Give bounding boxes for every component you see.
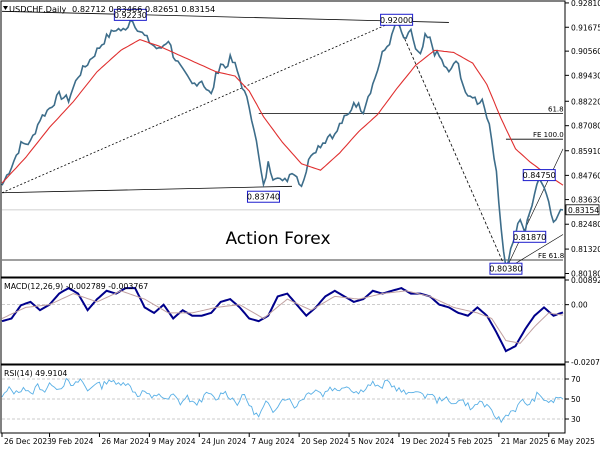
level-label-text: 0.83740 <box>247 193 280 202</box>
x-tick-label: 9 May 2024 <box>151 437 195 446</box>
fib-label: FE 61.8 <box>538 252 564 260</box>
x-tick-label: 20 Sep 2024 <box>301 437 349 446</box>
x-tick-label: 26 Mar 2024 <box>101 437 149 446</box>
rsi-layer <box>1 377 564 424</box>
level-label-box <box>513 230 547 243</box>
price-layer <box>1 10 564 270</box>
level-label: 0.81870 <box>513 230 547 243</box>
x-tick-label: 7 Aug 2024 <box>251 437 294 446</box>
price-y-tick-label: 0.85910 <box>571 147 600 156</box>
price-y-tick-label: 0.82480 <box>571 220 600 229</box>
x-tick-label: 6 May 2025 <box>551 437 595 446</box>
level-label-text: 0.92230 <box>114 11 147 20</box>
level-label-box <box>489 262 523 275</box>
level-label: 0.92230 <box>113 8 147 21</box>
x-tick-label: 9 Feb 2024 <box>52 437 94 446</box>
level-label-box <box>246 190 280 203</box>
level-label: 0.80380 <box>489 262 523 275</box>
level-label-box <box>113 8 147 21</box>
resistance-trendline <box>1 10 449 23</box>
price-panel-frame <box>0 0 566 278</box>
level-label-box <box>522 169 556 182</box>
level-label-text: 0.84750 <box>523 171 556 180</box>
x-tick-label: 21 Mar 2025 <box>501 437 549 446</box>
price-y-tick-label: 0.87080 <box>571 122 600 131</box>
price-y-tick-label: 0.91675 <box>571 23 600 32</box>
macd-title: MACD(12,26,9) -0.002789 -0.003767 <box>4 282 148 291</box>
watermark: Action Forex <box>225 229 330 249</box>
macd-y-tick-label: -0.020759 <box>571 358 600 367</box>
header-arrow-icon <box>3 6 8 10</box>
price-y-tick-label: 0.88220 <box>571 97 600 106</box>
price-y-tick-label: 0.81320 <box>571 245 600 254</box>
labels-layer: 0.92230 0.92000 0.83740 0.84750 0.81870 0.803… <box>113 8 564 275</box>
level-label-box <box>380 13 414 26</box>
x-tick-label: 5 Feb 2025 <box>451 437 493 446</box>
macd-signal-line <box>1 290 564 344</box>
macd-y-tick-label: 0.00 <box>571 301 588 310</box>
rsi-y-tick-label: 30 <box>571 415 581 424</box>
price-y-tick-label: 0.84760 <box>571 171 600 180</box>
price-y-tick-label: 0.92810 <box>571 0 600 8</box>
level-label: 0.84750 <box>522 169 556 182</box>
level-label-text: 0.80380 <box>489 265 522 274</box>
price-y-tick-label: 0.80180 <box>571 270 600 279</box>
fib-label: 61.8 <box>548 105 564 113</box>
dotted-channel-line <box>1 19 397 194</box>
support-trendline <box>1 185 293 194</box>
rising-channel-upper <box>505 148 564 270</box>
macd-layer <box>1 286 564 353</box>
current-price-tag <box>565 204 600 216</box>
rsi-y-tick-label: 50 <box>571 395 581 404</box>
dashed-projection-line <box>396 20 507 270</box>
rsi-line <box>1 377 564 424</box>
level-label: 0.83740 <box>246 190 280 203</box>
level-label: 0.92000 <box>380 13 414 26</box>
macd-y-tick-label: 0.008923 <box>571 276 600 285</box>
price-y-tick-label: 0.90560 <box>571 47 600 56</box>
price-y-tick-label: 0.89430 <box>571 71 600 80</box>
symbol-label: USDCHF,Daily 0.82712 0.83466 0.82651 0.8… <box>9 4 215 14</box>
x-tick-label: 19 Dec 2024 <box>401 437 449 446</box>
level-label-text: 0.92000 <box>380 16 413 25</box>
rsi-y-tick-label: 70 <box>571 375 581 384</box>
price-y-tick-label: 0.83630 <box>571 196 600 205</box>
rsi-title: RSI(14) 49.9104 <box>4 369 67 378</box>
current-price-text: 0.83154 <box>568 206 599 215</box>
moving-average-line <box>1 39 564 186</box>
price-line <box>1 18 564 270</box>
fib-label: FE 100.0 <box>533 131 564 139</box>
level-label-text: 0.81870 <box>513 233 546 242</box>
x-tick-label: 24 Jun 2024 <box>201 437 246 446</box>
x-tick-label: 26 Dec 2023 <box>4 437 52 446</box>
x-tick-label: 5 Nov 2024 <box>351 437 394 446</box>
macd-panel-frame <box>0 277 566 365</box>
